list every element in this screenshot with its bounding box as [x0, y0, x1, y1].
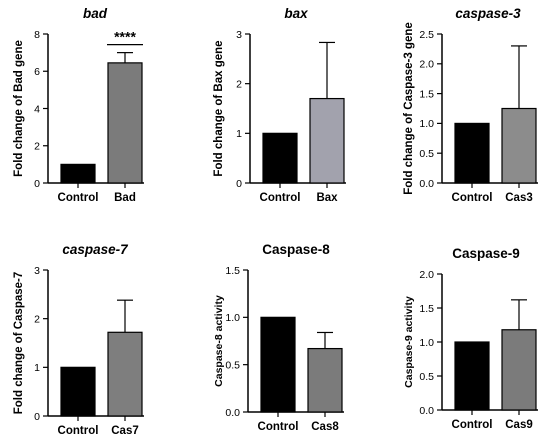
- significance-label: ****: [114, 29, 136, 45]
- bar-cas9: [501, 329, 537, 411]
- chart-title: Caspase-8: [262, 242, 330, 257]
- y-tick-label: 0.0: [225, 407, 240, 419]
- chart-panel-5: Caspase-8 Caspase-8 activity 0.0 0.5 1.0 1.5 C…: [213, 242, 344, 433]
- bar-control: [60, 366, 96, 417]
- chart-title: bad: [83, 6, 108, 21]
- chart-title: Caspase-9: [452, 246, 520, 261]
- y-tick-label: 6: [34, 66, 40, 78]
- chart-panel-4: caspase-7 Fold change of Caspase-7 0 1 2 3 Con…: [13, 242, 144, 437]
- y-axis-label: Fold change of Bad gene: [13, 40, 25, 177]
- y-tick-label: 2.0: [419, 59, 434, 71]
- y-tick-label: 1.5: [225, 265, 240, 277]
- x-tick-label: Control: [452, 192, 493, 204]
- bar-cas8: [307, 347, 343, 413]
- bar-control: [260, 316, 296, 413]
- y-tick-label: 1.0: [225, 312, 240, 324]
- y-tick-label: 0: [34, 178, 40, 190]
- y-tick-label: 2.0: [419, 269, 434, 281]
- x-tick-label: Bad: [114, 192, 136, 204]
- y-tick-label: 0.5: [225, 359, 240, 371]
- chart-panel-6: Caspase-9 Caspase-9 activity 0.0 0.5 1.0 1.5 2…: [403, 246, 538, 431]
- chart-title: caspase-3: [455, 6, 521, 21]
- y-tick-label: 0.0: [419, 178, 434, 190]
- y-tick-label: 3: [34, 265, 40, 277]
- y-axis-label: Caspase-8 activity: [213, 295, 225, 387]
- chart-panel-1: bad Fold change of Bad gene 0 2 4 6 8 Control Ba…: [13, 6, 144, 204]
- y-tick-label: 1.5: [419, 88, 434, 100]
- y-tick-label: 1.5: [419, 303, 434, 315]
- y-axis-label: Fold change of Caspase-7: [13, 272, 25, 415]
- y-tick-label: 1: [236, 128, 242, 140]
- x-tick-label: Control: [58, 192, 99, 204]
- y-tick-label: 0: [34, 411, 40, 423]
- y-tick-label: 1.0: [419, 118, 434, 130]
- x-tick-label: Cas3: [505, 192, 533, 204]
- y-tick-label: 1.0: [419, 337, 434, 349]
- x-tick-label: Cas7: [111, 425, 139, 437]
- chart-panel-3: caspase-3 Fold change of Caspase-3 gene 0.…: [403, 6, 538, 204]
- bar-bax: [309, 97, 345, 184]
- x-tick-label: Control: [58, 425, 99, 437]
- y-tick-label: 0.0: [419, 405, 434, 417]
- bar-control: [60, 163, 96, 184]
- bar-bad: [107, 62, 143, 184]
- x-tick-label: Cas9: [505, 419, 533, 431]
- x-tick-label: Control: [258, 421, 299, 433]
- y-tick-label: 2: [34, 141, 40, 153]
- y-tick-label: 2.5: [419, 29, 434, 41]
- x-tick-label: Cas8: [311, 421, 339, 433]
- bar-control: [454, 341, 490, 411]
- chart-title: bax: [284, 6, 308, 21]
- y-tick-label: 4: [34, 103, 40, 115]
- bar-control: [262, 132, 298, 184]
- y-axis-label: Caspase-9 activity: [403, 296, 415, 388]
- bar-control: [454, 122, 490, 184]
- y-axis-label: Fold change of Caspase-3 gene: [403, 22, 415, 195]
- y-tick-label: 1: [34, 362, 40, 374]
- bar-cas3: [501, 107, 537, 184]
- y-tick-label: 0: [236, 178, 242, 190]
- y-axis-label: Fold change of Bax gene: [213, 40, 225, 176]
- y-tick-label: 0.5: [419, 148, 434, 160]
- y-tick-label: 0.5: [419, 371, 434, 383]
- y-tick-label: 8: [34, 29, 40, 41]
- y-tick-label: 2: [236, 78, 242, 90]
- y-tick-label: 2: [34, 313, 40, 325]
- bar-cas7: [107, 331, 143, 417]
- chart-panel-2: bax Fold change of Bax gene 0 1 2 3 Control Bax: [213, 6, 346, 204]
- chart-title: caspase-7: [62, 242, 129, 257]
- y-tick-label: 3: [236, 29, 242, 41]
- x-tick-label: Control: [260, 192, 301, 204]
- x-tick-label: Control: [452, 419, 493, 431]
- x-tick-label: Bax: [316, 192, 338, 204]
